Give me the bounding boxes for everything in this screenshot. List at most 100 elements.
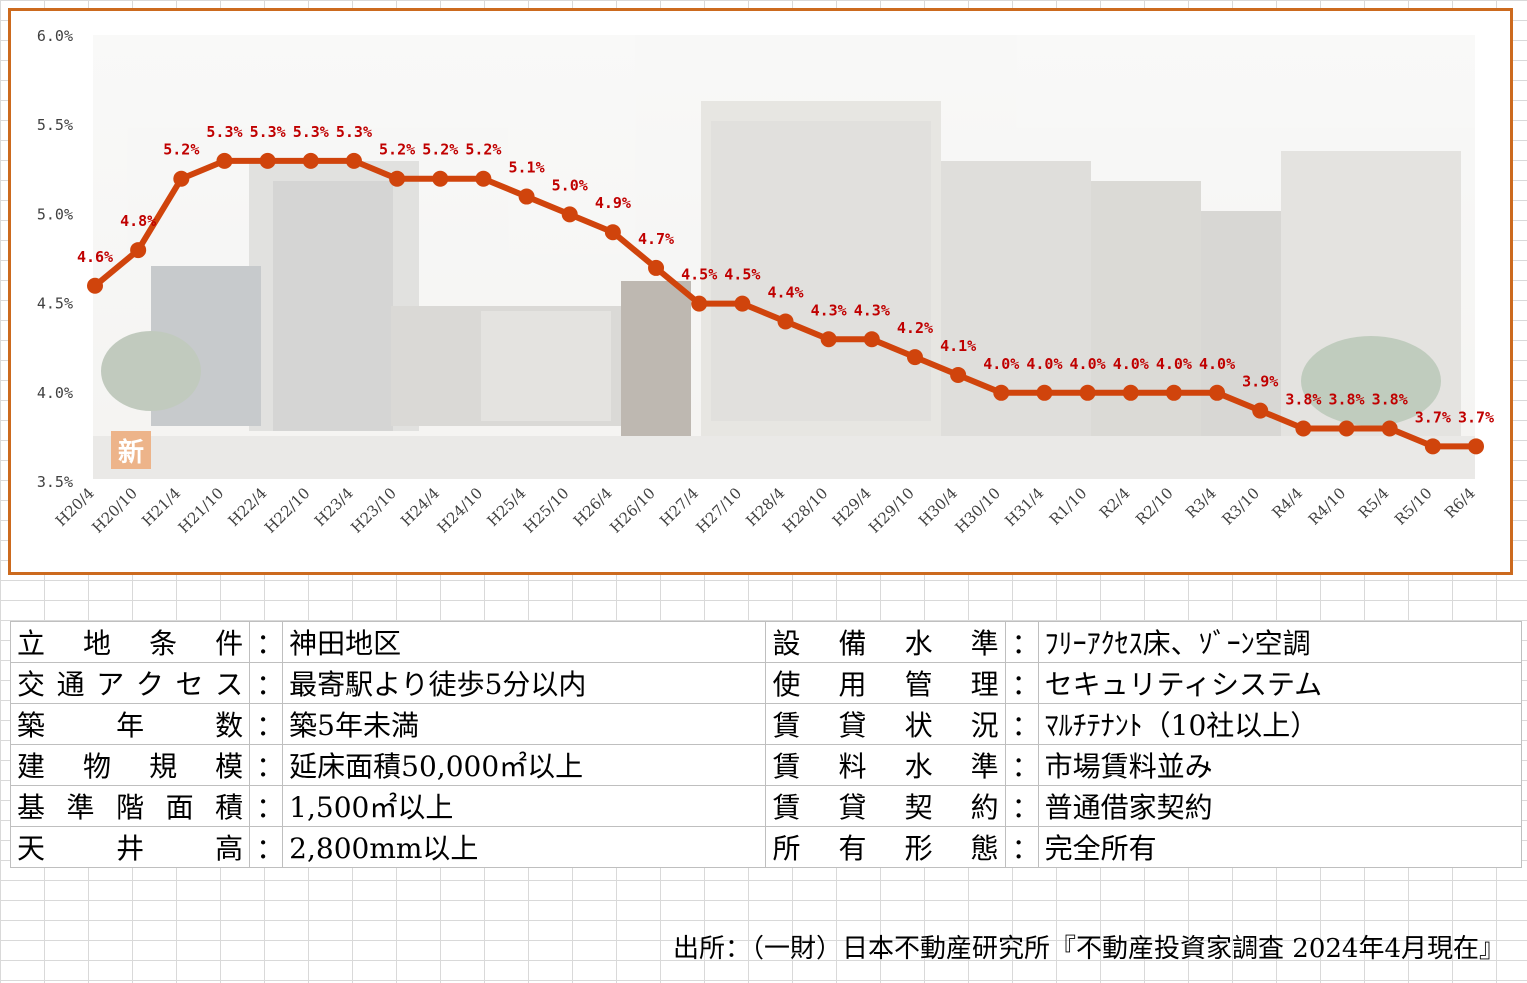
spec-label: 築年数 bbox=[9, 703, 251, 745]
data-point bbox=[863, 331, 880, 348]
data-label: 3.7% bbox=[1415, 408, 1451, 426]
data-point bbox=[518, 188, 535, 205]
spec-value: セキュリティシステム bbox=[1037, 662, 1523, 704]
spec-label-text: 立地条件 bbox=[17, 627, 244, 660]
spec-label-text: 賃貸状況 bbox=[772, 709, 999, 742]
spec-value: 普通借家契約 bbox=[1037, 785, 1523, 827]
x-tick-label: H23/10 bbox=[347, 484, 400, 537]
spec-colon: ： bbox=[1005, 785, 1039, 827]
data-point bbox=[906, 349, 923, 366]
spec-row: 立地条件：神田地区設備水準：ﾌﾘｰｱｸｾｽ床、ｿﾞｰﾝ空調 bbox=[9, 621, 1523, 663]
spec-label: 基準階面積 bbox=[9, 785, 251, 827]
spec-label: 交通アクセス bbox=[9, 662, 251, 704]
x-tick-label: R5/4 bbox=[1355, 484, 1393, 522]
spec-colon: ： bbox=[1005, 744, 1039, 786]
data-point bbox=[777, 313, 794, 330]
x-axis: H20/4H20/10H21/4H21/10H22/4H22/10H23/4H2… bbox=[52, 484, 1479, 537]
y-tick-label: 6.0% bbox=[37, 27, 73, 45]
spec-label-text: 築年数 bbox=[17, 709, 244, 742]
x-tick-label: H31/4 bbox=[1001, 484, 1047, 530]
spec-value: 築5年未満 bbox=[282, 703, 767, 745]
source-note: 出所：（一財）日本不動産研究所『不動産投資家調査 2024年4月現在』 bbox=[673, 934, 1505, 964]
spec-label-text: 基準階面積 bbox=[17, 791, 244, 824]
spec-label-text: 賃貸契約 bbox=[772, 791, 999, 824]
x-tick-label: R5/10 bbox=[1391, 484, 1436, 529]
spec-label: 賃貸状況 bbox=[765, 703, 1006, 745]
data-point bbox=[1079, 384, 1096, 401]
data-point bbox=[1036, 384, 1053, 401]
data-label: 4.0% bbox=[983, 355, 1019, 373]
series-line bbox=[87, 152, 1484, 455]
spec-label-text: 設備水準 bbox=[772, 627, 999, 660]
spec-value: 延床面積50,000㎡以上 bbox=[282, 744, 767, 786]
spec-label-text: 建物規模 bbox=[17, 750, 244, 783]
data-point bbox=[432, 170, 449, 187]
spec-row: 基準階面積： 1,500㎡以上賃貸契約：普通借家契約 bbox=[9, 785, 1523, 827]
y-axis: 3.5% 4.0% 4.5% 5.0% 5.5% 6.0% bbox=[37, 27, 73, 491]
data-label: 4.7% bbox=[638, 230, 674, 248]
spec-label: 賃料水準 bbox=[765, 744, 1006, 786]
data-point bbox=[1424, 438, 1441, 455]
data-label: 3.8% bbox=[1372, 390, 1408, 408]
data-label: 5.1% bbox=[509, 159, 545, 177]
spec-value: 1,500㎡以上 bbox=[282, 785, 767, 827]
spec-value: ﾌﾘｰｱｸｾｽ床、ｿﾞｰﾝ空調 bbox=[1037, 621, 1523, 663]
background-photo bbox=[93, 35, 1475, 479]
spec-colon: ： bbox=[249, 826, 283, 868]
x-tick-label: H26/10 bbox=[606, 484, 659, 537]
data-label: 4.0% bbox=[1113, 355, 1149, 373]
data-point bbox=[1338, 420, 1355, 437]
data-point bbox=[604, 224, 621, 241]
data-label: 5.2% bbox=[379, 141, 415, 159]
data-point bbox=[130, 242, 147, 259]
spec-colon: ： bbox=[1005, 703, 1039, 745]
data-label: 4.0% bbox=[1156, 355, 1192, 373]
x-tick-label: H27/10 bbox=[693, 484, 746, 537]
data-label: 4.4% bbox=[767, 283, 803, 301]
spec-colon: ： bbox=[249, 785, 283, 827]
data-label: 4.6% bbox=[77, 248, 113, 266]
spec-colon: ： bbox=[249, 662, 283, 704]
spec-label-text: 賃料水準 bbox=[772, 750, 999, 783]
x-tick-label: R2/4 bbox=[1096, 484, 1134, 522]
data-label: 3.8% bbox=[1285, 390, 1321, 408]
data-point bbox=[216, 152, 233, 169]
data-point bbox=[734, 295, 751, 312]
spec-row: 交通アクセス：最寄駅より徒歩5分以内使用管理：セキュリティシステム bbox=[9, 662, 1523, 704]
data-point bbox=[389, 170, 406, 187]
data-point bbox=[1468, 438, 1484, 455]
spec-colon: ： bbox=[249, 621, 283, 663]
data-label: 4.0% bbox=[1070, 355, 1106, 373]
data-label: 3.7% bbox=[1458, 408, 1494, 426]
x-tick-label: R4/4 bbox=[1268, 484, 1306, 522]
data-point bbox=[259, 152, 276, 169]
spec-row: 天井高： 2,800mm以上所有形態：完全所有 bbox=[9, 826, 1523, 868]
spec-value: 神田地区 bbox=[282, 621, 767, 663]
data-label: 4.9% bbox=[595, 194, 631, 212]
x-tick-label: H20/10 bbox=[88, 484, 141, 537]
y-tick-label: 4.0% bbox=[37, 384, 73, 402]
x-tick-label: H22/10 bbox=[261, 484, 314, 537]
spec-colon: ： bbox=[249, 703, 283, 745]
data-label: 5.2% bbox=[163, 141, 199, 159]
data-label: 5.3% bbox=[250, 123, 286, 141]
data-point bbox=[1122, 384, 1139, 401]
data-point bbox=[173, 170, 190, 187]
data-point bbox=[345, 152, 362, 169]
x-tick-label: R3/10 bbox=[1219, 484, 1264, 529]
data-label: 4.8% bbox=[120, 212, 156, 230]
data-point bbox=[1295, 420, 1312, 437]
spec-label: 天井高 bbox=[9, 826, 251, 868]
spec-colon: ： bbox=[1005, 826, 1039, 868]
spec-label: 立地条件 bbox=[9, 621, 251, 663]
data-point bbox=[648, 259, 665, 276]
data-label: 5.0% bbox=[552, 176, 588, 194]
spec-value: 最寄駅より徒歩5分以内 bbox=[282, 662, 767, 704]
data-point bbox=[1381, 420, 1398, 437]
x-tick-label: R6/4 bbox=[1441, 484, 1479, 522]
spec-value: ﾏﾙﾁﾃﾅﾝﾄ（10社以上） bbox=[1037, 703, 1523, 745]
cap-rate-line-chart: 新 3.5% 4.0% 4.5% 5.0% 5.5% 6.0% H20/4H20/10H2… bbox=[37, 27, 1494, 537]
data-point bbox=[691, 295, 708, 312]
x-tick-label: H21/10 bbox=[175, 484, 228, 537]
data-labels: 4.6% 4.8% 5.2% 5.3% 5.3% 5.3% 5.3% 5.2% 5.2% 5.2%… bbox=[77, 123, 1494, 426]
